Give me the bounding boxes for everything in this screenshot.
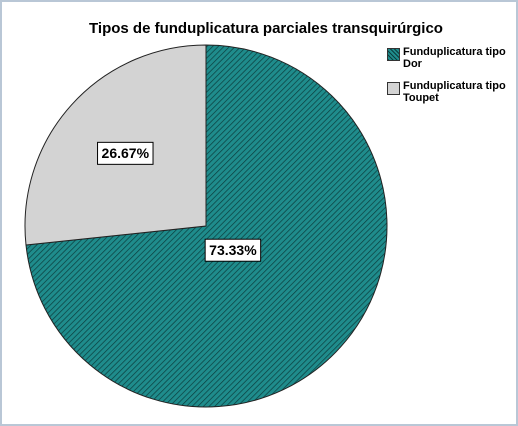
value-label-box (204, 238, 262, 262)
chart-title: Tipos de funduplicatura parciales transq… (89, 20, 443, 37)
legend-label: Funduplicatura tipo Toupet (403, 80, 506, 104)
value-label: 73.33% (209, 242, 257, 258)
legend-entry: Funduplicatura tipo Toupet (387, 80, 513, 104)
legend-entry: Funduplicatura tipo Dor (387, 46, 513, 70)
legend-swatch (387, 82, 400, 95)
value-label-box (97, 141, 154, 165)
value-label: 26.67% (102, 145, 150, 161)
legend-label: Funduplicatura tipo Dor (403, 46, 506, 70)
legend-swatch (387, 48, 400, 61)
